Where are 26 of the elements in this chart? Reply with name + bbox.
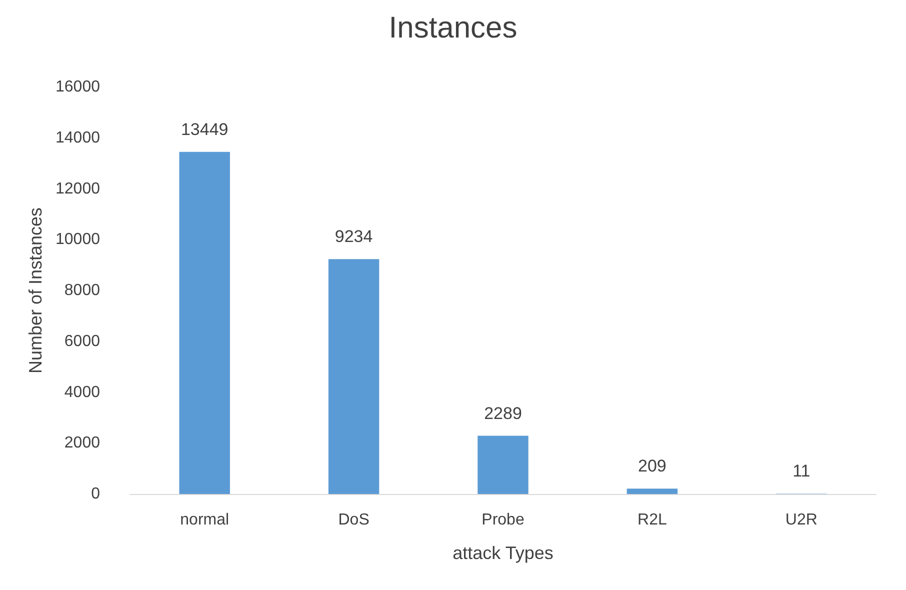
y-tick-label: 10000 [56, 231, 100, 248]
y-tick-label: 2000 [64, 434, 100, 452]
x-tick-label: Probe [482, 512, 524, 528]
y-tick-label: 6000 [64, 332, 100, 350]
y-tick-label: 14000 [56, 129, 100, 146]
y-tick-label: 8000 [64, 282, 100, 299]
x-tick-label: U2R [785, 512, 818, 528]
bar [328, 259, 380, 494]
data-label: 2289 [484, 404, 522, 423]
x-tick-label: DoS [338, 512, 370, 528]
data-label: 13449 [180, 120, 228, 139]
y-axis-title: Number of Instances [26, 207, 46, 374]
bar [478, 436, 528, 494]
bar [179, 152, 230, 494]
y-tick-label: 4000 [64, 384, 100, 401]
chart-title: Instances [388, 12, 518, 44]
y-tick-label: 12000 [56, 180, 100, 198]
x-tick-label: R2L [638, 512, 667, 528]
data-label: 11 [792, 462, 810, 481]
x-axis-title: attack Types [452, 543, 554, 563]
y-tick-label: 0 [91, 486, 100, 502]
bar [626, 488, 678, 494]
data-label: 9234 [334, 227, 373, 246]
x-tick-label: normal [180, 512, 230, 528]
y-tick-label: 16000 [56, 78, 100, 96]
data-label: 209 [638, 456, 666, 476]
